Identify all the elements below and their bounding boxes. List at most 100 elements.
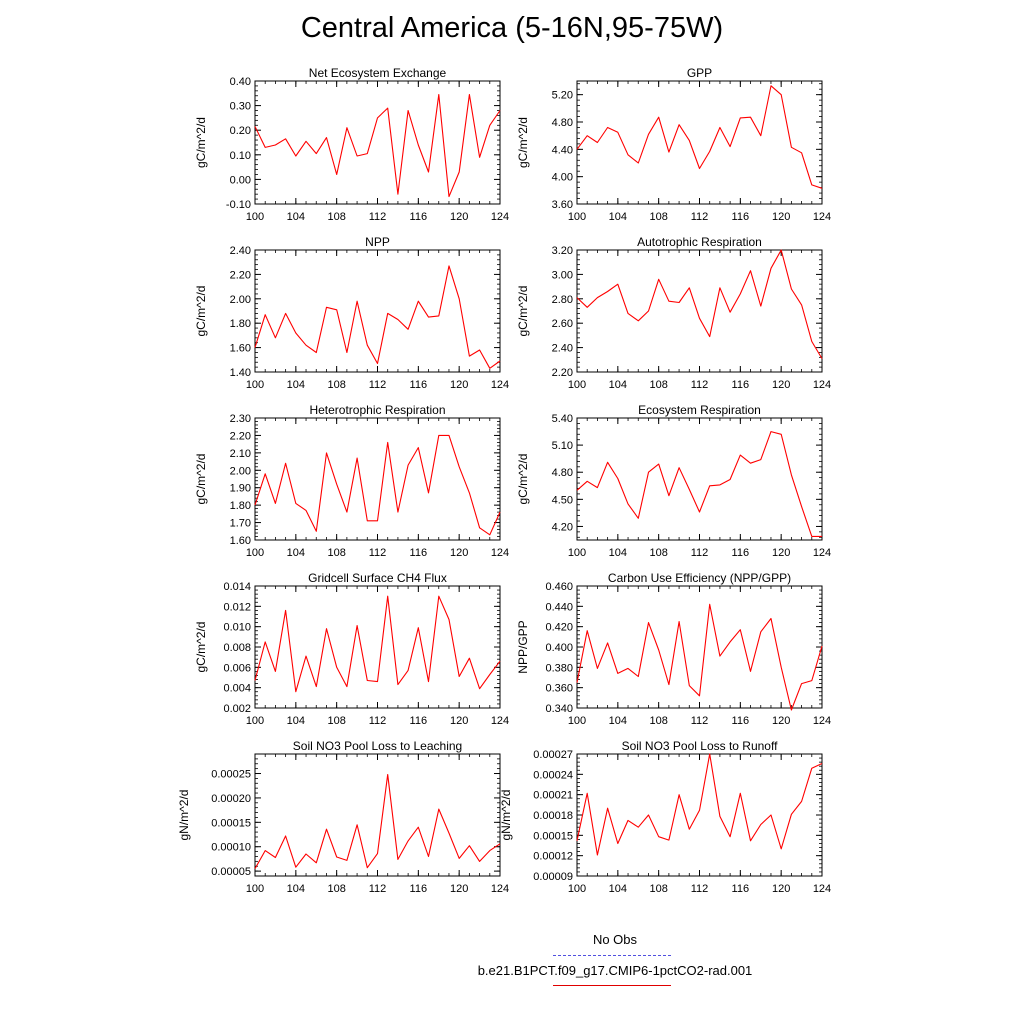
x-tick-label: 104	[287, 715, 305, 727]
x-tick-label: 100	[568, 883, 586, 895]
x-tick-label: 112	[691, 547, 709, 559]
x-tick-label: 116	[732, 211, 750, 223]
x-tick-label: 104	[609, 715, 627, 727]
panel-9: 100 104 108 112 116 120 124 0.00005 0.00010 0.000…	[177, 739, 509, 895]
x-tick-label: 104	[287, 883, 305, 895]
y-axis-label: gC/m^2/d	[194, 117, 208, 168]
x-tick-label: 120	[772, 883, 790, 895]
y-tick-label: 0.004	[223, 683, 251, 695]
y-tick-label: 2.10	[230, 448, 251, 460]
series-line	[254, 595, 501, 693]
y-tick-label: 0.00005	[211, 866, 251, 878]
y-tick-label: 0.340	[545, 703, 573, 715]
x-tick-label: 116	[410, 883, 428, 895]
x-tick-label: 124	[813, 547, 831, 559]
plot-frame	[254, 753, 501, 877]
panel-7: 100 104 108 112 116 120 124 0.002 0.004 0.006 0.00…	[194, 571, 509, 727]
legend-label-run: b.e21.B1PCT.f09_g17.CMIP6-1pctCO2-rad.00…	[477, 963, 753, 978]
x-tick-label: 116	[410, 715, 428, 727]
legend-line-run	[553, 985, 671, 986]
panel-5: 100 104 108 112 116 120 124 1.60 1.70 1.80 1.90 2.0…	[194, 403, 509, 559]
panel-title: Gridcell Surface CH4 Flux	[308, 571, 447, 585]
plot-frame	[254, 249, 501, 373]
y-tick-label: 1.80	[230, 318, 251, 330]
x-tick-label: 120	[450, 379, 468, 391]
y-tick-label: 4.50	[552, 494, 573, 506]
y-axis-label: gC/m^2/d	[516, 286, 530, 337]
x-tick-label: 108	[649, 547, 667, 559]
x-tick-label: 108	[327, 211, 345, 223]
x-tick-label: 124	[813, 883, 831, 895]
y-tick-label: 5.20	[552, 90, 573, 102]
y-tick-label: 1.60	[230, 535, 251, 547]
x-tick-label: 100	[568, 715, 586, 727]
y-tick-label: 2.30	[230, 413, 251, 425]
y-tick-label: 0.360	[545, 683, 573, 695]
x-tick-label: 120	[772, 547, 790, 559]
y-tick-label: 1.60	[230, 343, 251, 355]
y-tick-label: 5.40	[552, 413, 573, 425]
y-tick-label: 3.00	[552, 269, 573, 281]
y-tick-label: 2.60	[552, 318, 573, 330]
y-tick-label: 0.30	[230, 101, 251, 113]
x-tick-label: 100	[246, 211, 264, 223]
x-tick-label: 116	[410, 211, 428, 223]
y-axis-label: gC/m^2/d	[194, 286, 208, 337]
series-line	[254, 773, 501, 869]
x-tick-label: 108	[649, 715, 667, 727]
legend: No Obs b.e21.B1PCT.f09_g17.CMIP6-1pctCO2…	[450, 930, 780, 1020]
y-tick-label: 0.00021	[533, 790, 573, 802]
panel-8: 100 104 108 112 116 120 124 0.340 0.360 0.380 0.40…	[516, 571, 831, 727]
x-tick-label: 108	[327, 547, 345, 559]
y-tick-label: -0.10	[226, 199, 251, 211]
x-tick-label: 104	[609, 883, 627, 895]
x-tick-label: 100	[568, 211, 586, 223]
x-tick-label: 116	[732, 547, 750, 559]
series-line	[576, 85, 823, 189]
y-tick-label: 2.00	[230, 294, 251, 306]
y-tick-label: 2.40	[552, 343, 573, 355]
panel-title: NPP	[365, 235, 390, 249]
x-tick-label: 112	[691, 211, 709, 223]
x-tick-label: 124	[813, 379, 831, 391]
y-tick-label: 0.380	[545, 662, 573, 674]
x-tick-label: 100	[246, 379, 264, 391]
panel-4: 100 104 108 112 116 120 124 2.20 2.40 2.60 2.80 3.0…	[516, 235, 831, 391]
y-tick-label: 3.20	[552, 245, 573, 257]
series-line	[576, 753, 823, 856]
panel-1: 100 104 108 112 116 120 124 -0.10 0.00 0.10 0.20 0.…	[194, 66, 509, 223]
y-tick-label: 2.20	[230, 430, 251, 442]
x-tick-label: 124	[491, 883, 509, 895]
y-tick-label: 0.010	[223, 622, 251, 634]
y-tick-label: 0.00018	[533, 810, 573, 822]
y-tick-label: 4.80	[552, 467, 573, 479]
panel-title: Ecosystem Respiration	[638, 403, 761, 417]
x-tick-label: 124	[491, 211, 509, 223]
y-axis-label: NPP/GPP	[516, 620, 530, 673]
y-axis-label: gN/m^2/d	[499, 790, 513, 841]
y-axis-label: gC/m^2/d	[194, 454, 208, 505]
y-tick-label: 1.80	[230, 500, 251, 512]
x-tick-label: 116	[410, 379, 428, 391]
panel-title: Net Ecosystem Exchange	[309, 66, 447, 80]
y-tick-label: 0.460	[545, 581, 573, 593]
panel-10: 100 104 108 112 116 120 124 0.00009 0.00012 0.000…	[499, 739, 831, 895]
y-tick-label: 5.10	[552, 440, 573, 452]
x-tick-label: 116	[732, 715, 750, 727]
x-tick-label: 116	[410, 547, 428, 559]
x-tick-label: 100	[568, 547, 586, 559]
y-axis-label: gC/m^2/d	[516, 117, 530, 168]
y-tick-label: 0.00015	[211, 817, 251, 829]
y-tick-label: 0.20	[230, 125, 251, 137]
panel-2: 100 104 108 112 116 120 124 3.60 4.00 4.40 4.80 5.2…	[516, 66, 831, 223]
y-tick-label: 0.400	[545, 642, 573, 654]
y-tick-label: 0.00009	[533, 871, 573, 883]
x-tick-label: 104	[287, 211, 305, 223]
x-tick-label: 112	[691, 715, 709, 727]
y-axis-label: gN/m^2/d	[177, 790, 191, 841]
y-tick-label: 2.40	[230, 245, 251, 257]
y-tick-label: 1.70	[230, 518, 251, 530]
x-tick-label: 124	[813, 715, 831, 727]
y-tick-label: 4.00	[552, 172, 573, 184]
